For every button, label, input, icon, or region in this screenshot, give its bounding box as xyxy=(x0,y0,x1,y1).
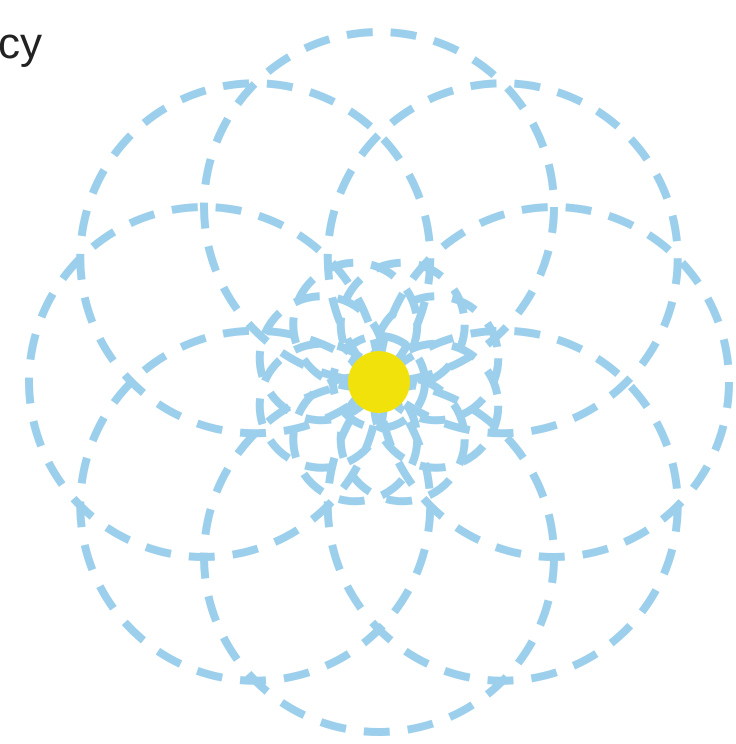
center-dot xyxy=(348,351,410,413)
inner-circle-2 xyxy=(336,373,469,506)
center-ring xyxy=(329,332,429,432)
inner-circle-3 xyxy=(289,373,422,506)
outer-circle-6 xyxy=(76,79,435,438)
outer-circle-8 xyxy=(323,79,682,438)
corner-text: cy xyxy=(0,19,42,68)
